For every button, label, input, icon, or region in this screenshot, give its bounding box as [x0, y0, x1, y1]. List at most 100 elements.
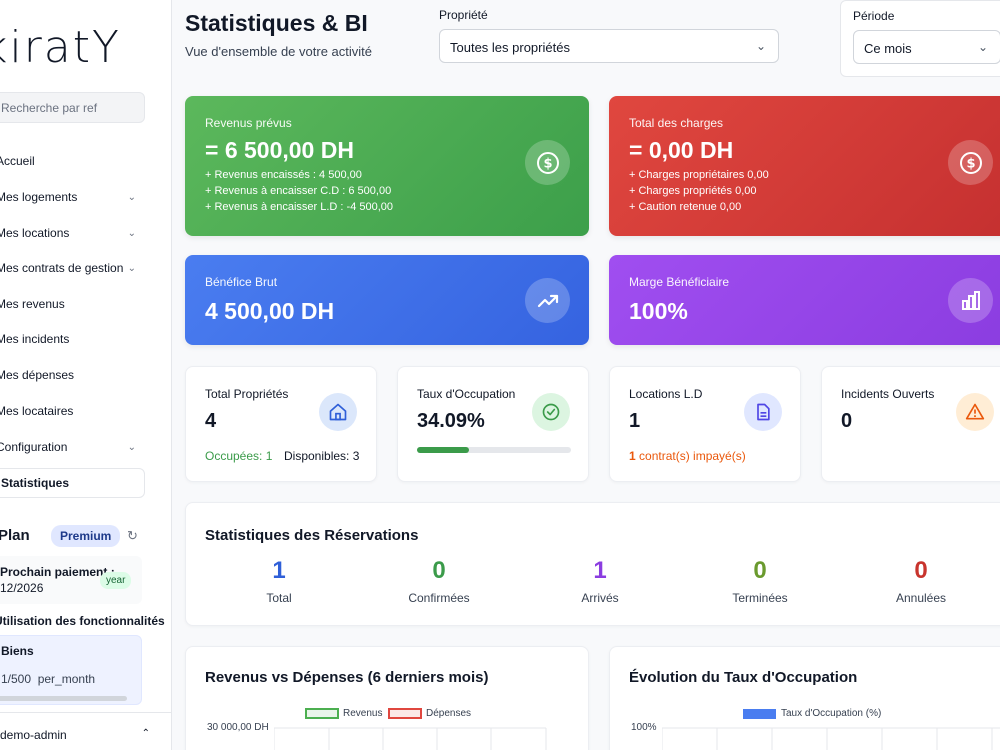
stat-label: Taux d'Occupation: [417, 387, 516, 401]
kpi-benefice: Bénéfice Brut 4 500,00 DH: [185, 255, 589, 345]
kpi-detail: + Revenus à encaisser C.D : 6 500,00: [205, 185, 392, 197]
sidebar-item-revenus[interactable]: Mes revenus: [0, 289, 146, 319]
stat-taux-occupation: Taux d'Occupation 34.09%: [397, 366, 589, 482]
home-icon: [319, 393, 357, 431]
sidebar-item-depenses[interactable]: Mes dépenses: [0, 360, 146, 390]
sidebar-item-accueil[interactable]: Accueil: [0, 146, 146, 176]
kpi-marge: Marge Bénéficiaire 100%: [609, 255, 1000, 345]
property-select[interactable]: Toutes les propriétés ⌄: [439, 29, 779, 63]
user-name: demo-admin: [0, 728, 67, 742]
reservation-label: Total: [266, 591, 292, 605]
occupied-count: Occupées: 1: [205, 449, 273, 463]
unpaid-text: contrat(s) impayé(s): [639, 449, 746, 463]
stat-value: 34.09%: [417, 410, 485, 432]
legend-swatch-revenus[interactable]: [305, 708, 339, 719]
payment-date: 12/2026: [0, 581, 44, 595]
y-tick-label: 100%: [631, 722, 657, 733]
svg-text:$: $: [543, 156, 552, 171]
reservation-value: 0: [753, 557, 767, 584]
page-subtitle: Vue d'ensemble de votre activité: [185, 44, 372, 59]
payment-label: Prochain paiement :: [0, 565, 115, 579]
kpi-label: Marge Bénéficiaire: [629, 275, 730, 289]
billing-period-badge: year: [100, 572, 132, 589]
chevron-down-icon: ⌄: [127, 191, 136, 203]
legend-label-occupation[interactable]: Taux d'Occupation (%): [781, 708, 882, 719]
kpi-detail: + Revenus à encaisser L.D : -4 500,00: [205, 201, 394, 213]
reservation-value: 1: [593, 557, 607, 584]
period-select-value: Ce mois: [864, 41, 912, 56]
chevron-down-icon: ⌄: [127, 262, 136, 274]
warning-icon: [956, 393, 994, 431]
kpi-label: Total des charges: [629, 116, 724, 130]
svg-text:$: $: [966, 156, 975, 171]
sidebar-item-label: Mes contrats de gestion: [0, 261, 124, 275]
legend-label-depenses[interactable]: Dépenses: [426, 708, 472, 719]
reservation-label: Confirmées: [408, 591, 470, 605]
chevron-up-icon: ⌃: [141, 728, 150, 739]
kpi-value: 4 500,00 DH: [205, 298, 335, 324]
refresh-icon[interactable]: ↻: [127, 528, 138, 543]
reservation-stat-terminees: 0 Terminées: [700, 557, 820, 605]
chevron-down-icon: ⌄: [977, 40, 988, 54]
feature-unit: per_month: [37, 672, 96, 686]
user-menu[interactable]: demo-admin ⌃: [0, 712, 171, 750]
y-tick-label: 30 000,00 DH: [207, 722, 269, 733]
unpaid-contracts: 1 contrat(s) impayé(s): [629, 449, 746, 463]
reservation-value: 1: [272, 557, 286, 584]
stat-value: 0: [841, 410, 853, 432]
legend-swatch-occupation[interactable]: [743, 709, 776, 719]
reservation-stat-arrives: 1 Arrivés: [540, 557, 660, 605]
stat-value: 1: [629, 410, 641, 432]
feature-progress-bar: [0, 696, 127, 701]
kpi-label: Revenus prévus: [205, 116, 292, 130]
sidebar-item-configuration[interactable]: Configuration ⌄: [0, 432, 146, 462]
reservation-label: Terminées: [732, 591, 788, 605]
period-select[interactable]: Ce mois ⌄: [853, 30, 1000, 64]
sidebar-item-label: Mes logements: [0, 190, 78, 204]
reservations-title: Statistiques des Réservations: [205, 527, 419, 544]
legend-label-revenus[interactable]: Revenus: [343, 708, 383, 719]
stat-value: 4: [205, 410, 217, 432]
reservation-label: Annulées: [895, 591, 947, 605]
search-input[interactable]: Recherche par ref: [0, 92, 145, 123]
stat-label: Locations L.D: [629, 387, 703, 401]
plan-badge: Premium: [51, 525, 121, 547]
unpaid-count: 1: [629, 449, 636, 463]
chart-title: Revenus vs Dépenses (6 derniers mois): [205, 669, 489, 686]
app-logo: kiratY: [0, 22, 121, 73]
chart-taux-occupation: Évolution du Taux d'Occupation Taux d'Oc…: [609, 646, 1000, 750]
stat-label: Incidents Ouverts: [841, 387, 935, 401]
kpi-detail: + Revenus encaissés : 4 500,00: [205, 169, 362, 181]
legend-swatch-depenses[interactable]: [388, 708, 422, 719]
kpi-detail: + Charges propriétés 0,00: [629, 185, 757, 197]
bar-chart-icon: [948, 278, 993, 323]
sidebar-item-logements[interactable]: Mes logements ⌄: [0, 182, 146, 212]
sidebar-item-locations[interactable]: Mes locations ⌄: [0, 218, 146, 248]
sidebar-item-locataires[interactable]: Mes locataires: [0, 396, 146, 426]
chevron-down-icon: ⌄: [127, 227, 136, 239]
sidebar-item-label: Accueil: [0, 154, 35, 168]
sidebar-item-label: Statistiques: [1, 476, 70, 490]
feature-value: 1/500 per_month: [1, 672, 141, 686]
sidebar: kiratY Recherche par ref Accueil Mes log…: [0, 0, 172, 750]
sidebar-item-statistiques[interactable]: Statistiques: [0, 468, 145, 498]
dollar-icon: $: [525, 140, 570, 185]
sidebar-item-label: Mes revenus: [0, 297, 65, 311]
trending-up-icon: [525, 278, 570, 323]
feature-count: 1/500: [1, 672, 32, 686]
sidebar-item-label: Mes locations: [0, 226, 70, 240]
sidebar-item-contrats[interactable]: Mes contrats de gestion ⌄: [0, 253, 140, 283]
sidebar-item-incidents[interactable]: Mes incidents: [0, 324, 146, 354]
reservation-label: Arrivés: [581, 591, 619, 605]
property-select-value: Toutes les propriétés: [450, 40, 570, 55]
period-label: Période: [853, 9, 895, 23]
reservation-value: 0: [914, 557, 928, 584]
chart-revenus-depenses: Revenus vs Dépenses (6 derniers mois) Re…: [185, 646, 589, 750]
stat-locations-ld: Locations L.D 1 1 contrat(s) impayé(s): [609, 366, 801, 482]
kpi-detail: + Charges propriétaires 0,00: [629, 169, 769, 181]
stat-label: Total Propriétés: [205, 387, 289, 401]
chevron-down-icon: ⌄: [755, 39, 766, 53]
features-title: Utilisation des fonctionnalités: [0, 614, 165, 628]
kpi-value: = 6 500,00 DH: [205, 137, 354, 163]
period-panel: Période Ce mois ⌄: [840, 0, 1000, 77]
